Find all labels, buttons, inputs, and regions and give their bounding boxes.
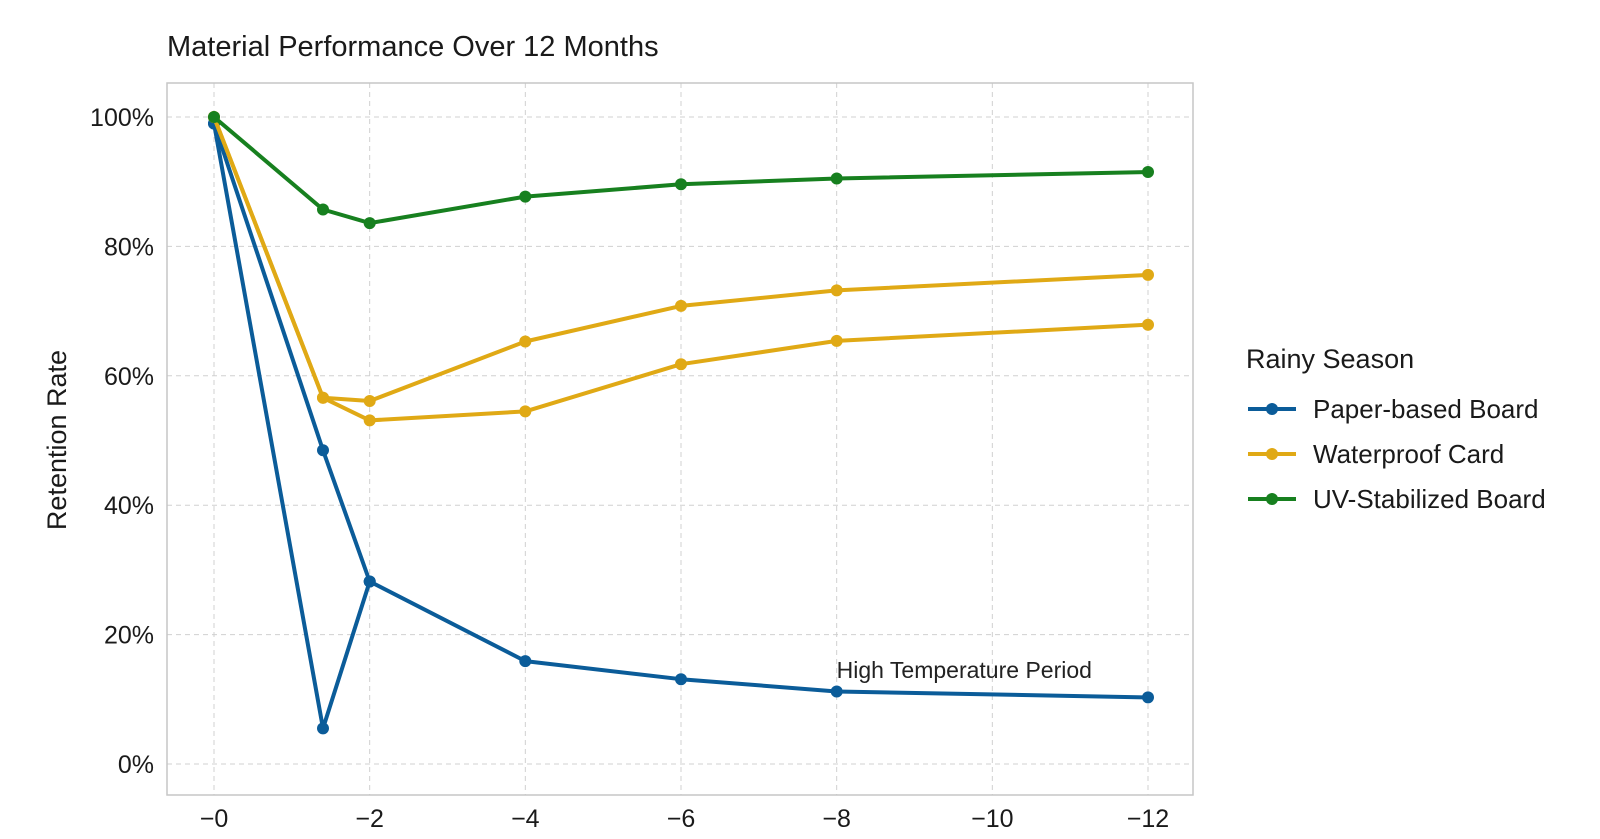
y-tick-label: 0% — [118, 751, 154, 779]
x-tick-label: −6 — [667, 805, 696, 833]
x-tick-label: −8 — [822, 805, 851, 833]
data-point — [830, 284, 843, 297]
data-point — [519, 335, 532, 348]
y-tick-label: 100% — [90, 104, 154, 132]
legend: Rainy Season Paper-based Board Waterproof… — [1246, 344, 1546, 514]
legend-item: Paper-based Board — [1248, 394, 1538, 424]
data-point — [317, 444, 329, 457]
y-tick-label: 60% — [104, 363, 154, 391]
x-tick-label: −2 — [355, 805, 384, 833]
data-point — [317, 391, 329, 404]
annotations: High Temperature Period — [837, 657, 1092, 683]
data-point — [363, 414, 376, 427]
data-point — [675, 673, 687, 686]
grid-lines — [167, 83, 1193, 795]
axis-ticks: −0 −2 −4 −6 −8 −10 −12 0% 20% 40% 60% 80% 100% — [90, 104, 1169, 833]
x-tick-label: −4 — [511, 805, 540, 833]
y-axis-label: Retention Rate — [42, 350, 72, 530]
legend-label: Waterproof Card — [1313, 439, 1504, 469]
data-point — [363, 395, 376, 407]
x-tick-label: −10 — [971, 805, 1013, 833]
series-lines — [208, 111, 1154, 735]
legend-marker — [1266, 403, 1278, 415]
legend-label: Paper-based Board — [1313, 394, 1538, 424]
data-point — [519, 190, 532, 203]
legend-item: UV-Stabilized Board — [1248, 484, 1546, 514]
data-point — [1142, 318, 1154, 331]
data-point — [363, 217, 376, 230]
data-point — [317, 203, 329, 216]
legend-marker — [1266, 493, 1278, 505]
data-point — [1142, 166, 1154, 178]
data-point — [208, 111, 220, 123]
legend-marker — [1266, 448, 1278, 460]
data-point — [1142, 691, 1154, 704]
data-point — [830, 685, 843, 698]
plot-area — [166, 82, 1194, 796]
data-point — [519, 655, 532, 668]
y-tick-label: 20% — [104, 622, 154, 650]
annotation-text: High Temperature Period — [837, 657, 1092, 683]
data-point — [675, 358, 687, 371]
series-1 — [208, 117, 376, 735]
y-tick-label: 80% — [104, 233, 154, 261]
data-point — [363, 575, 376, 588]
legend-label: UV-Stabilized Board — [1313, 484, 1546, 514]
data-point — [675, 299, 687, 312]
data-point — [830, 172, 843, 185]
legend-item: Waterproof Card — [1248, 439, 1504, 469]
series-4 — [208, 111, 1154, 230]
x-tick-label: −12 — [1127, 805, 1169, 833]
chart-title: Material Performance Over 12 Months — [167, 31, 659, 63]
data-point — [519, 405, 532, 418]
data-point — [1142, 268, 1154, 281]
data-point — [675, 178, 687, 191]
data-point — [830, 334, 843, 347]
data-point — [317, 722, 329, 735]
x-tick-label: −0 — [200, 805, 229, 833]
legend-title: Rainy Season — [1246, 344, 1414, 374]
y-tick-label: 40% — [104, 492, 154, 520]
